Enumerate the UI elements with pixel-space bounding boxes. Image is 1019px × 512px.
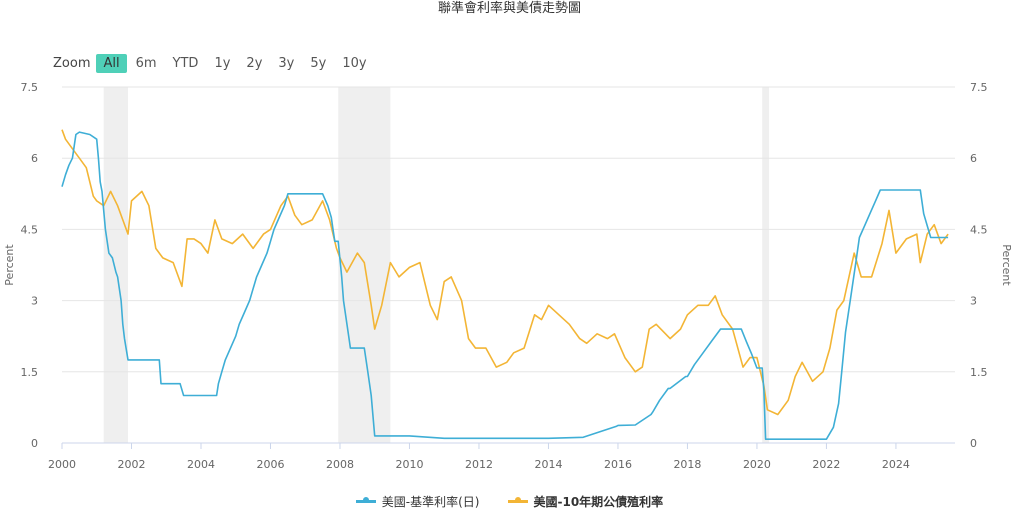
x-tick-label: 2000 — [48, 458, 76, 471]
x-tick-label: 2004 — [187, 458, 215, 471]
x-tick-label: 2014 — [534, 458, 562, 471]
x-tick-label: 2012 — [465, 458, 493, 471]
y-axis-title-right: Percent — [1000, 244, 1013, 286]
y-tick-label-right: 4.5 — [970, 223, 988, 236]
x-tick-label: 2006 — [256, 458, 284, 471]
y-tick-label-left: 7.5 — [21, 81, 39, 94]
y-tick-label-right: 1.5 — [970, 366, 988, 379]
legend-item-10y-yield[interactable]: 美國-10年期公債殖利率 — [507, 493, 664, 510]
zoom-label: Zoom — [53, 55, 91, 71]
x-tick-label: 2024 — [882, 458, 910, 471]
x-tick-label: 2008 — [326, 458, 354, 471]
legend-swatch-fed-rate — [355, 496, 376, 503]
zoom-button-3y[interactable]: 3y — [278, 55, 295, 71]
recession-band — [762, 87, 770, 443]
zoom-button-all[interactable]: All — [96, 53, 127, 73]
y-tick-label-left: 3 — [31, 295, 38, 308]
zoom-button-6m[interactable]: 6m — [135, 55, 157, 71]
y-tick-label-right: 0 — [970, 437, 977, 450]
y-tick-label-right: 3 — [970, 295, 977, 308]
series-line-fed-rate — [61, 131, 949, 441]
zoom-bar: Zoom All 6m YTD 1y 2y 3y 5y 10y — [53, 52, 376, 74]
line-chart: 0 0 1.5 1.5 3 3 4.5 4.5 6 6 7.5 7.5 2000 2002 2004 2006… — [3, 81, 1013, 471]
legend: 美國-基準利率(日) 美國-10年期公債殖利率 — [0, 492, 1019, 510]
zoom-button-10y[interactable]: 10y — [342, 55, 367, 71]
x-tick-label: 2016 — [604, 458, 632, 471]
zoom-button-5y[interactable]: 5y — [310, 55, 327, 71]
recession-band — [103, 87, 129, 443]
x-tick-label: 2018 — [673, 458, 701, 471]
y-tick-label-left: 4.5 — [21, 223, 39, 236]
y-tick-label-left: 0 — [31, 437, 38, 450]
zoom-button-ytd[interactable]: YTD — [172, 55, 199, 71]
x-tick-label: 2002 — [117, 458, 145, 471]
legend-label-fed-rate: 美國-基準利率(日) — [381, 494, 480, 509]
legend-swatch-10y-yield — [507, 496, 528, 503]
series-line-10y-yield — [61, 129, 949, 416]
y-tick-label-left: 1.5 — [21, 366, 39, 379]
chart-title: 聯準會利率與美債走勢圖 — [437, 1, 581, 16]
x-tick-label: 2020 — [743, 458, 771, 471]
y-axis-title-left: Percent — [3, 244, 16, 286]
y-tick-label-right: 6 — [970, 152, 977, 165]
x-tick-label: 2022 — [812, 458, 840, 471]
legend-item-fed-rate[interactable]: 美國-基準利率(日) — [355, 493, 480, 510]
zoom-button-1y[interactable]: 1y — [214, 55, 231, 71]
y-tick-label-left: 6 — [31, 152, 38, 165]
zoom-button-2y[interactable]: 2y — [246, 55, 263, 71]
y-tick-label-right: 7.5 — [970, 81, 988, 94]
x-tick-label: 2010 — [395, 458, 423, 471]
legend-label-10y-yield: 美國-10年期公債殖利率 — [533, 494, 664, 509]
